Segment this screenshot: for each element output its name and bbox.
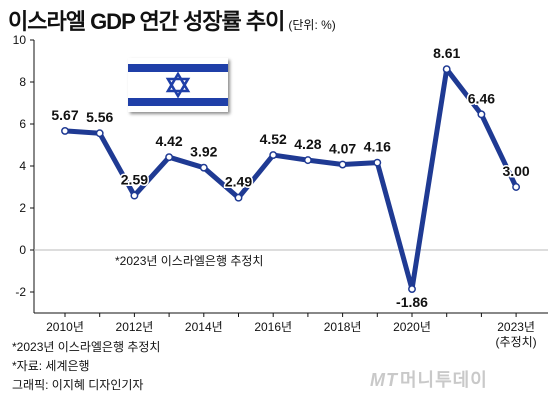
data-label: 2.49 bbox=[225, 174, 252, 190]
logo-mark: MT bbox=[370, 370, 398, 390]
data-point bbox=[165, 153, 174, 162]
data-point bbox=[234, 193, 243, 202]
data-point bbox=[373, 158, 382, 167]
data-label: 6.46 bbox=[468, 90, 495, 106]
title-text: 이스라엘 GDP 연간 성장률 추이 bbox=[8, 9, 285, 34]
x-tick-label: 2023년 bbox=[497, 320, 535, 334]
data-point bbox=[61, 126, 69, 135]
footnotes: *2023년 이스라엘은행 추정치 *자료: 세계은행 그래픽: 이지혜 디자인… bbox=[12, 338, 160, 395]
data-point bbox=[338, 160, 347, 169]
x-tick-label: 2012년 bbox=[116, 320, 154, 334]
flag-top-stripe bbox=[128, 64, 228, 72]
data-point bbox=[408, 285, 416, 294]
data-label: 4.28 bbox=[294, 136, 321, 152]
data-point bbox=[442, 65, 451, 74]
x-tick-label: (추정치) bbox=[496, 335, 537, 349]
y-tick-label: -2 bbox=[15, 285, 26, 299]
data-label: 4.16 bbox=[364, 139, 391, 155]
data-point bbox=[269, 151, 278, 160]
x-tick-label: 2014년 bbox=[185, 320, 223, 334]
x-tick-label: 2016년 bbox=[254, 320, 292, 334]
footnote-estimate: *2023년 이스라엘은행 추정치 bbox=[12, 340, 161, 354]
chart-annotation: *2023년 이스라엘은행 추정치 bbox=[115, 253, 263, 268]
data-label: 8.61 bbox=[433, 45, 460, 61]
x-tick-label: 2020년 bbox=[393, 320, 431, 334]
data-point bbox=[477, 110, 486, 119]
data-label: 4.07 bbox=[329, 141, 356, 157]
unit-label: (단위: %) bbox=[288, 18, 336, 32]
data-point bbox=[512, 183, 521, 191]
data-label: 3.92 bbox=[190, 144, 217, 160]
data-label: 5.67 bbox=[51, 107, 78, 123]
data-label: 2.59 bbox=[121, 172, 148, 188]
chart-title: 이스라엘 GDP 연간 성장률 추이 (단위: %) bbox=[8, 4, 336, 36]
y-tick-label: 2 bbox=[19, 201, 26, 215]
israel-flag-icon bbox=[128, 58, 228, 112]
y-tick-label: 10 bbox=[13, 33, 27, 47]
publisher-logo: MT 머니투데이 bbox=[370, 366, 488, 392]
data-label: 5.56 bbox=[86, 109, 113, 125]
x-tick-label: 2018년 bbox=[324, 320, 362, 334]
star-of-david-icon bbox=[165, 72, 191, 98]
data-point bbox=[130, 191, 139, 200]
footnote-source: *자료: 세계은행 bbox=[12, 359, 90, 373]
data-label: 4.42 bbox=[155, 133, 182, 149]
x-tick-label: 2010년 bbox=[46, 320, 84, 334]
y-tick-label: 8 bbox=[19, 75, 26, 89]
series-line bbox=[62, 66, 519, 292]
y-tick-label: 4 bbox=[19, 159, 26, 173]
data-point bbox=[95, 129, 104, 138]
footnote-credit: 그래픽: 이지혜 디자인기자 bbox=[12, 378, 144, 392]
data-point bbox=[303, 156, 312, 165]
data-label: -1.86 bbox=[396, 294, 428, 310]
data-point bbox=[199, 163, 208, 172]
y-tick-label: 6 bbox=[19, 117, 26, 131]
y-tick-label: 0 bbox=[19, 243, 26, 257]
logo-text: 머니투데이 bbox=[400, 370, 488, 390]
data-label: 4.52 bbox=[260, 131, 287, 147]
flag-bottom-stripe bbox=[128, 98, 228, 106]
data-label: 3.00 bbox=[502, 163, 529, 179]
